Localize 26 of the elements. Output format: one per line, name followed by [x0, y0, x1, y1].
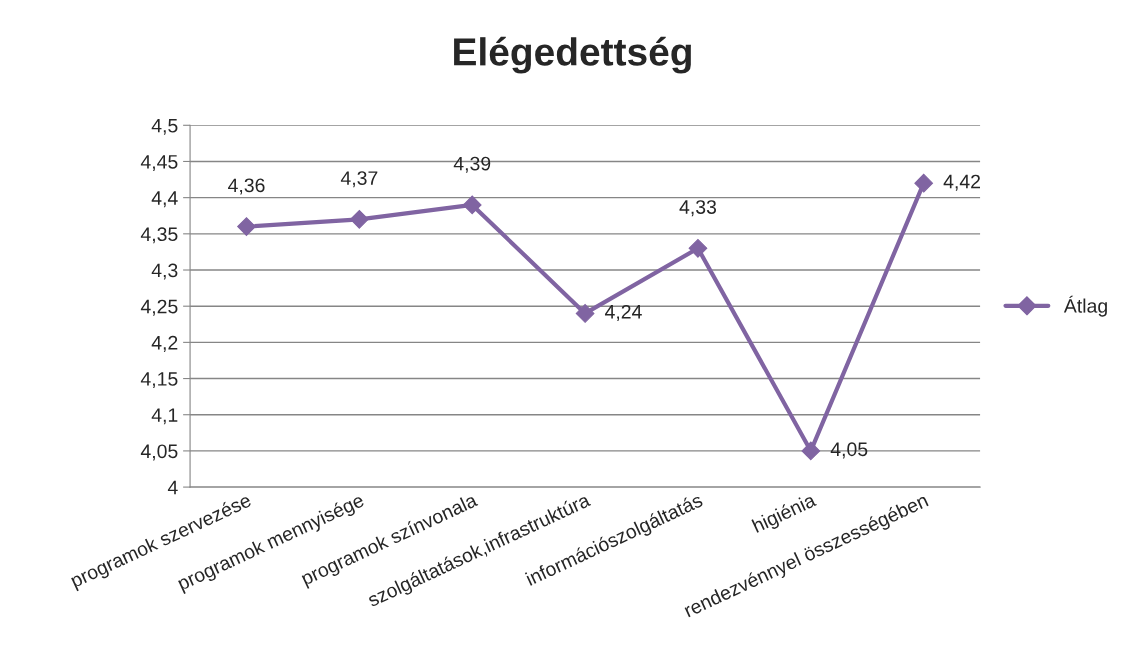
- y-tick-label: 4,2: [151, 335, 178, 352]
- y-tick-label: 4,25: [140, 299, 178, 316]
- data-label: 4,36: [228, 178, 265, 195]
- point: [575, 304, 595, 323]
- y-tick-label: 4,35: [140, 227, 178, 244]
- y-tick-label: 4,4: [151, 191, 178, 208]
- chart-title: Elégedettség: [454, 36, 691, 74]
- point: [462, 195, 482, 215]
- point: [688, 238, 708, 258]
- data-label: 4,05: [830, 442, 868, 459]
- y-tick-label: 4,3: [151, 263, 178, 280]
- y-tick-label: 4,15: [140, 372, 178, 389]
- y-tick-label: 4,45: [140, 155, 178, 171]
- y-tick-label: 4,05: [140, 444, 178, 461]
- data-label: 4,33: [679, 200, 717, 217]
- y-tick-label: 4,1: [151, 408, 178, 425]
- y-tick-label: 4,5: [151, 118, 178, 135]
- data-label: 4,24: [604, 304, 642, 321]
- data-label: 4,37: [340, 171, 378, 188]
- point: [914, 173, 934, 193]
- y-tick-label: 4: [167, 480, 178, 495]
- data-label: 4,42: [943, 174, 980, 191]
- point: [350, 210, 369, 229]
- legend-label: Átlag: [1063, 295, 1107, 317]
- point: [237, 217, 256, 236]
- point: [801, 441, 821, 461]
